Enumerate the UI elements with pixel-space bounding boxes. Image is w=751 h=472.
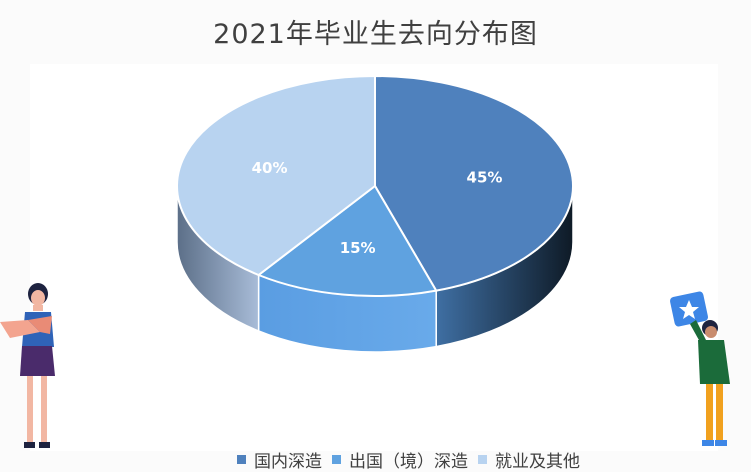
data-label: 45% (467, 168, 503, 186)
data-label: 40% (252, 159, 288, 177)
slice-overseas (256, 184, 438, 297)
legend-swatch (478, 454, 487, 464)
legend-swatch (237, 454, 246, 464)
legend-label: 国内深造 (254, 451, 322, 472)
legend-item-domestic: 国内深造 (237, 447, 322, 472)
woman-reading-illustration (0, 283, 55, 448)
slice-domestic (374, 74, 574, 292)
man-holding-star-card-illustration (669, 291, 730, 446)
legend-swatch (332, 454, 341, 464)
legend-label: 出国（境）深造 (349, 451, 468, 472)
slice-employment (176, 74, 376, 277)
chart-panel: 45% 15% 40% 国内深造 出国（境）深造 就业及其他 (30, 64, 718, 472)
legend-item-employment: 就业及其他 (478, 447, 580, 472)
chart-title: 2021年毕业生去向分布图 (213, 19, 538, 50)
pie-chart: 45% 15% 40% (176, 74, 574, 353)
data-label: 15% (340, 239, 376, 257)
legend-label: 就业及其他 (495, 451, 580, 472)
legend-item-overseas: 出国（境）深造 (332, 447, 468, 472)
